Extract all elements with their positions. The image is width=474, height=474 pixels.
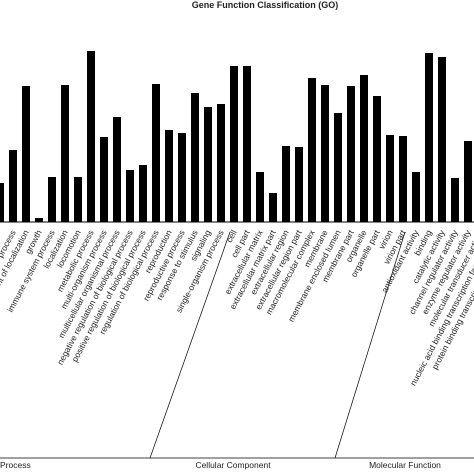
group-label: Molecular Function [369, 460, 441, 470]
bar [0, 183, 4, 222]
chart-title: Gene Function Classification (GO) [192, 0, 339, 10]
bar [256, 172, 264, 222]
bar [165, 130, 173, 222]
bar [464, 141, 472, 222]
bar [9, 150, 17, 222]
group-brackets [0, 231, 474, 459]
bar [425, 53, 433, 222]
bar [139, 165, 147, 222]
bar [204, 107, 212, 222]
bar [282, 146, 290, 222]
bar [191, 93, 199, 222]
bar [412, 172, 420, 222]
bar [334, 113, 342, 222]
bar [113, 117, 121, 222]
group-label: Process [0, 460, 31, 470]
bar [243, 66, 251, 222]
bar [100, 137, 108, 222]
bar [74, 177, 82, 222]
bar [22, 86, 30, 222]
bar [48, 177, 56, 222]
bar [178, 133, 186, 222]
bar [152, 84, 160, 222]
bar [35, 218, 43, 222]
bar [373, 96, 381, 222]
bar [126, 170, 134, 222]
bracket-line [149, 231, 231, 459]
bar [438, 57, 446, 222]
bar [269, 193, 277, 222]
bar [451, 178, 459, 222]
bar [386, 135, 394, 222]
bar [295, 147, 303, 222]
bar [87, 51, 95, 222]
group-label: Cellular Component [195, 460, 271, 470]
bar [399, 136, 407, 222]
bar [308, 78, 316, 222]
bar [360, 75, 368, 222]
bar [347, 86, 355, 222]
bar [217, 104, 225, 222]
bracket-line [334, 231, 406, 459]
bar [230, 66, 238, 222]
bar [321, 85, 329, 222]
bar [61, 85, 69, 222]
